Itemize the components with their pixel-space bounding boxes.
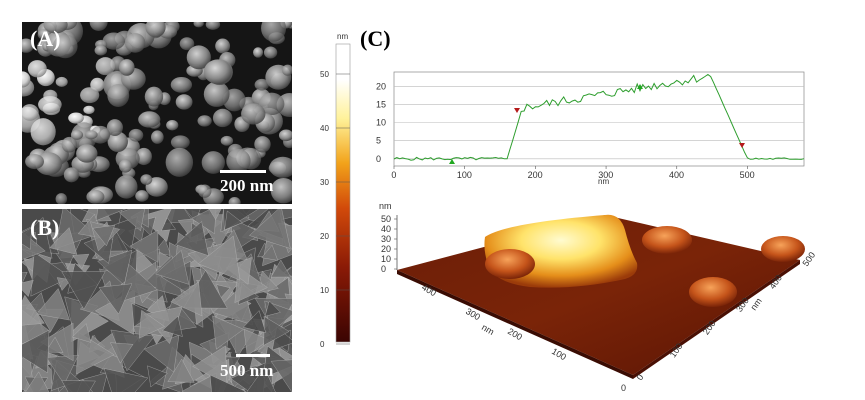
left-axis-unit: nm [480, 322, 496, 337]
sem-image-b: (B) 500 nm [22, 209, 292, 392]
colorbar-tick-label: 0 [320, 340, 325, 349]
profile-y-tick: 0 [376, 154, 381, 164]
profile-y-tick: 5 [376, 136, 381, 146]
panel-label-a: (A) [30, 26, 61, 51]
z-tick-label: 10 [381, 254, 391, 264]
height-profile-chart: 20 15 10 5 0 0 100 200 300 400 500 nm [376, 71, 805, 186]
afm-island-1 [642, 226, 692, 254]
profile-x-label: nm [598, 177, 609, 186]
right-axis-tick: 0 [634, 372, 645, 382]
profile-x-tick: 300 [598, 170, 613, 180]
afm-island-4 [689, 277, 737, 307]
profile-x-tick: 200 [528, 170, 543, 180]
profile-line [393, 73, 805, 161]
scale-text-b: 500 nm [220, 361, 274, 380]
colorbar-tick-label: 30 [320, 178, 329, 187]
marker-green-left [449, 159, 455, 164]
panel-label-c: (C) [360, 26, 391, 51]
afm-color-scale: nm 50 40 30 20 10 0 [320, 32, 351, 349]
marker-red-left [514, 108, 520, 113]
profile-y-tick: 20 [376, 81, 386, 91]
profile-x-tick: 400 [669, 170, 684, 180]
marker-red-right [739, 143, 745, 148]
z-tick-label: 30 [381, 234, 391, 244]
z-tick-label: 50 [381, 214, 391, 224]
profile-x-tick: 500 [740, 170, 755, 180]
scale-text-a: 200 nm [220, 176, 274, 195]
sem-a-texture [22, 22, 292, 204]
right-axis-unit: nm [748, 296, 763, 312]
z-tick-label: 40 [381, 224, 391, 234]
profile-x-tick: 100 [457, 170, 472, 180]
z-tick-label: 0 [381, 264, 386, 274]
scale-bar-b [236, 354, 270, 357]
afm-island-3 [485, 249, 535, 279]
colorbar-tick-label: 10 [320, 286, 329, 295]
afm-island-2 [761, 236, 805, 262]
z-tick-label: 20 [381, 244, 391, 254]
profile-x-tick: 0 [391, 170, 396, 180]
profile-y-tick: 15 [376, 100, 386, 110]
scale-bar-a [220, 170, 266, 173]
marker-green-right [637, 84, 643, 89]
colorbar-unit: nm [337, 32, 348, 41]
colorbar-tick-label: 40 [320, 124, 329, 133]
origin-label: 0 [621, 383, 626, 393]
colorbar-tick-label: 20 [320, 232, 329, 241]
panel-label-b: (B) [30, 215, 60, 240]
z-axis-unit: nm [379, 201, 392, 211]
sem-b-texture [22, 209, 292, 392]
sem-image-a: (A) 200 nm [22, 22, 292, 204]
profile-y-tick: 10 [376, 118, 386, 128]
colorbar-tick-label: 50 [320, 70, 329, 79]
